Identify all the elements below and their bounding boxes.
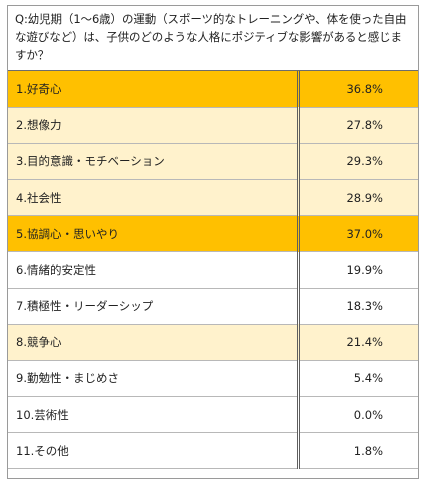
row-label: 6.情緒的安定性 [7, 251, 300, 289]
row-label: 2.想像力 [7, 107, 300, 144]
row-value: 37.0% [298, 215, 419, 253]
table-row: 11.その他 1.8% [7, 432, 419, 470]
row-label: 5.協調心・思いやり [7, 215, 300, 253]
row-label: 1.好奇心 [7, 71, 300, 108]
row-label: 11.その他 [7, 432, 300, 470]
row-label: 8.競争心 [7, 324, 300, 361]
table-row: 10.芸術性 0.0% [7, 396, 419, 434]
table-row: 3.目的意識・モチベーション 29.3% [7, 143, 419, 181]
table-row: 1.好奇心 36.8% [7, 71, 419, 108]
row-label: 3.目的意識・モチベーション [7, 143, 300, 181]
table-row: 5.協調心・思いやり 37.0% [7, 215, 419, 253]
row-label: 7.積極性・リーダーシップ [7, 288, 300, 325]
row-value: 27.8% [298, 107, 419, 144]
row-value: 28.9% [298, 179, 419, 217]
row-value: 19.9% [298, 251, 419, 289]
table-row: 6.情緒的安定性 19.9% [7, 251, 419, 289]
question-header: Q:幼児期（1～6歳）の運動（スポーツ的なトレーニングや、体を使った自由な遊びな… [7, 5, 419, 71]
table-row: 2.想像力 27.8% [7, 107, 419, 144]
table-row: 8.競争心 21.4% [7, 324, 419, 361]
row-value: 36.8% [298, 71, 419, 108]
row-value: 1.8% [298, 432, 419, 470]
question-text: Q:幼児期（1～6歳）の運動（スポーツ的なトレーニングや、体を使った自由な遊びな… [15, 12, 407, 62]
row-value: 0.0% [298, 396, 419, 434]
table-row: 9.勤勉性・まじめさ 5.4% [7, 360, 419, 398]
table-row: 4.社会性 28.9% [7, 179, 419, 217]
table-row: 7.積極性・リーダーシップ 18.3% [7, 288, 419, 325]
row-value: 29.3% [298, 143, 419, 181]
table-frame [7, 5, 419, 479]
row-value: 21.4% [298, 324, 419, 361]
row-label: 9.勤勉性・まじめさ [7, 360, 300, 398]
results-table: 1.好奇心 36.8% 2.想像力 27.8% 3.目的意識・モチベーション 2… [7, 71, 419, 470]
row-value: 18.3% [298, 288, 419, 325]
row-label: 4.社会性 [7, 179, 300, 217]
row-value: 5.4% [298, 360, 419, 398]
row-label: 10.芸術性 [7, 396, 300, 434]
